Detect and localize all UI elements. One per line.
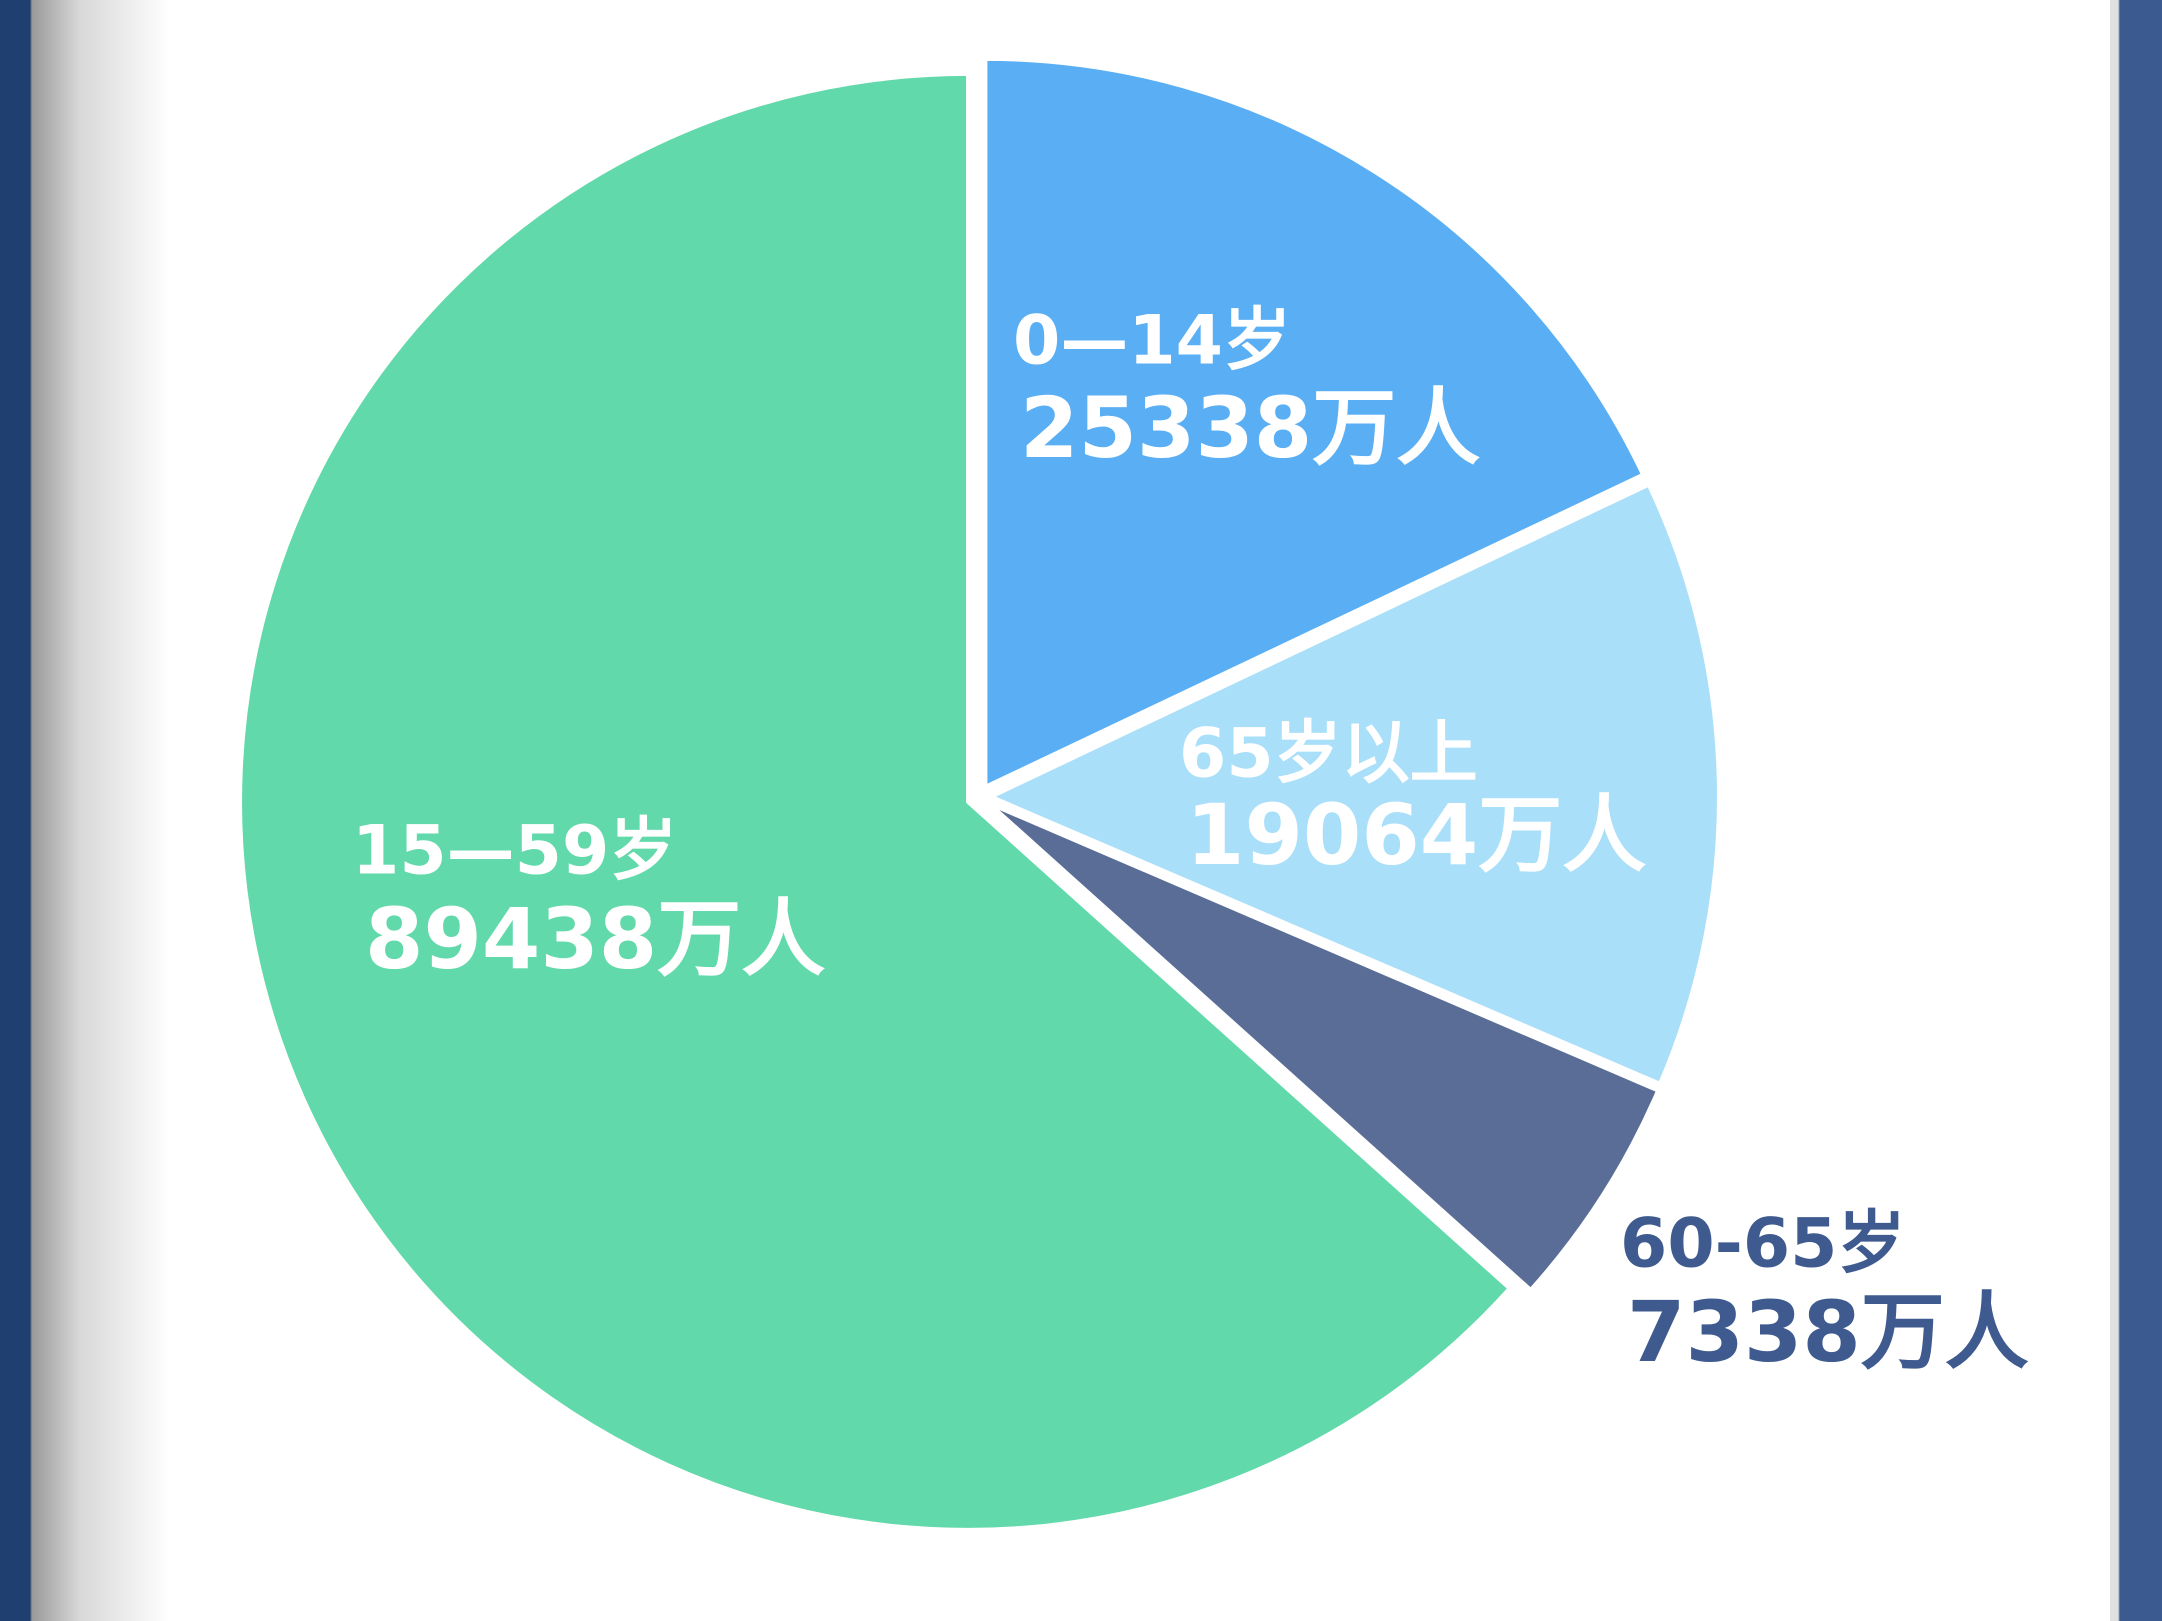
slice-label: 15—59岁 <box>352 812 677 891</box>
pie-slice <box>983 56 1646 789</box>
right-border <box>2110 0 2162 1621</box>
left-border <box>0 0 170 1621</box>
slice-label: 65岁以上 <box>1179 715 1478 794</box>
value-label: 25338万人 <box>1020 379 1480 477</box>
slice-label: 60-65岁 <box>1620 1205 1905 1284</box>
value-label: 89438万人 <box>365 890 825 988</box>
value-label: 19064万人 <box>1186 786 1646 884</box>
pie-slice <box>238 71 1512 1532</box>
slice-label: 0—14岁 <box>1013 302 1291 381</box>
pie-slice <box>987 801 1661 1292</box>
pie-slice <box>988 482 1721 1086</box>
value-label: 7338万人 <box>1627 1283 2029 1381</box>
